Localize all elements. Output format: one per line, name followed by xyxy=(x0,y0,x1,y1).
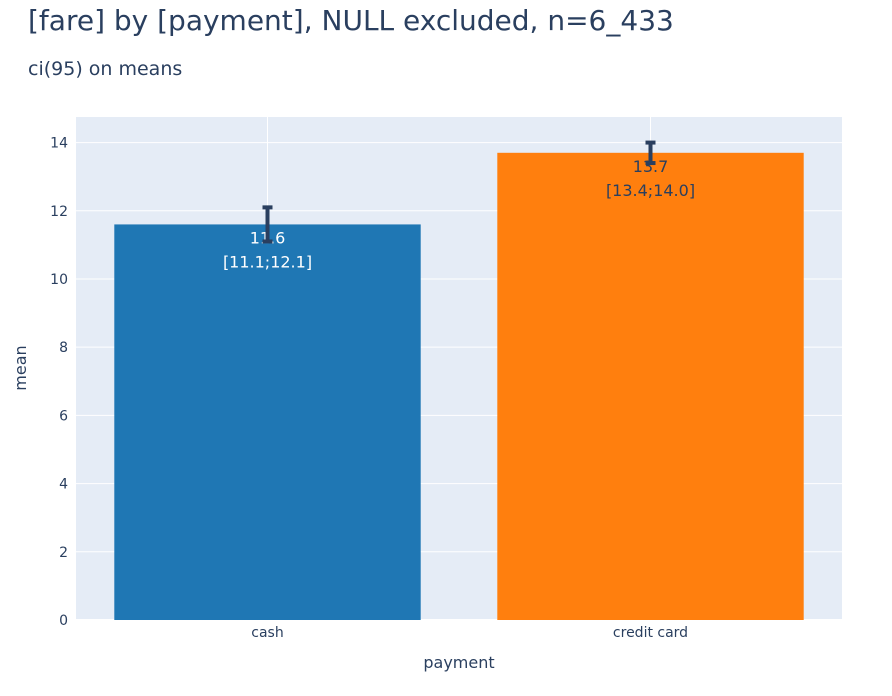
data-label-interval: [13.4;14.0] xyxy=(606,181,695,200)
bars xyxy=(114,152,804,621)
error-bars xyxy=(262,140,656,244)
x-axis-title: payment xyxy=(423,653,494,672)
y-tick-label: 0 xyxy=(59,613,68,629)
x-axis-ticks: cash credit card xyxy=(251,625,688,641)
bar-cash xyxy=(114,224,421,620)
data-labels: 11.6[11.1;12.1]13.7[13.4;14.0] xyxy=(223,157,695,272)
x-tick-label: cash xyxy=(251,625,283,641)
data-label-value: 13.7 xyxy=(633,157,669,176)
y-axis-title: mean xyxy=(11,345,30,390)
chart-subtitle: ci(95) on means xyxy=(28,58,183,80)
y-tick-label: 10 xyxy=(50,272,68,288)
y-tick-label: 6 xyxy=(59,408,68,424)
x-tick-label: credit card xyxy=(613,625,688,641)
data-label-interval: [11.1;12.1] xyxy=(223,252,312,271)
y-tick-label: 8 xyxy=(59,340,68,356)
y-tick-label: 2 xyxy=(59,545,68,561)
y-tick-label: 12 xyxy=(50,204,68,220)
y-tick-label: 4 xyxy=(59,477,68,493)
y-axis-ticks: 0 2 4 6 8 10 12 14 xyxy=(50,136,68,629)
chart-title: [fare] by [payment], NULL excluded, n=6_… xyxy=(28,4,674,37)
y-tick-label: 14 xyxy=(50,136,68,152)
bar-credit-card xyxy=(497,152,804,621)
